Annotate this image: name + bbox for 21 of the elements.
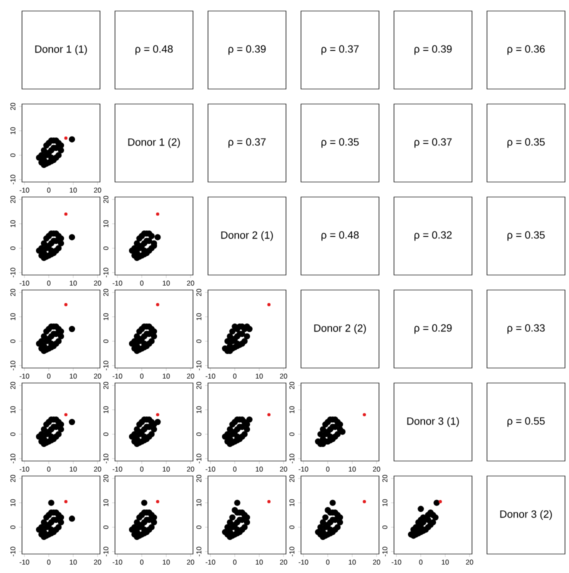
text: Donor 1 (1) xyxy=(35,45,87,55)
text: ρ = 0.39 xyxy=(414,45,452,55)
text: ρ = 0.48 xyxy=(321,231,359,241)
text: Donor 1 (2) xyxy=(128,138,180,148)
text: Donor 3 (2) xyxy=(500,510,552,520)
text: ρ = 0.39 xyxy=(228,45,266,55)
text: ρ = 0.35 xyxy=(507,138,545,148)
text: ρ = 0.37 xyxy=(228,138,266,148)
text: ρ = 0.33 xyxy=(507,324,545,334)
text: ρ = 0.36 xyxy=(507,45,545,55)
text: ρ = 0.48 xyxy=(135,45,173,55)
text: ρ = 0.32 xyxy=(414,231,452,241)
text: ρ = 0.29 xyxy=(414,324,452,334)
text: ρ = 0.35 xyxy=(507,231,545,241)
text: Donor 2 (2) xyxy=(314,324,366,334)
text: ρ = 0.55 xyxy=(507,417,545,427)
text: Donor 2 (1) xyxy=(221,231,273,241)
text: ρ = 0.37 xyxy=(414,138,452,148)
text: Donor 3 (1) xyxy=(407,417,459,427)
text: ρ = 0.37 xyxy=(321,45,359,55)
text: ρ = 0.35 xyxy=(321,138,359,148)
